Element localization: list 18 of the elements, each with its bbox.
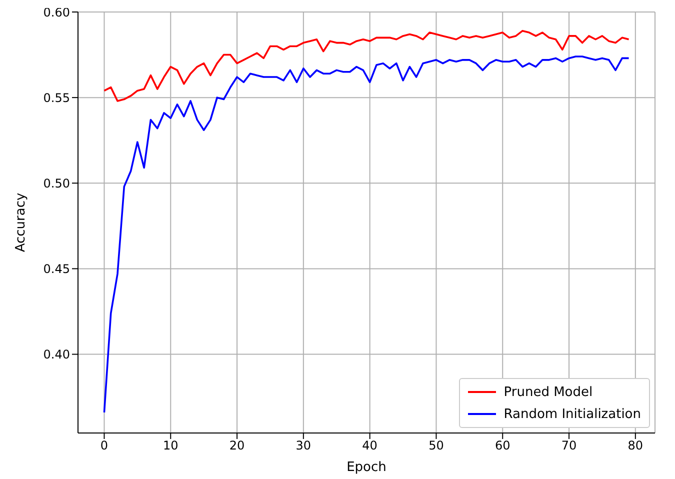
- x-tick-label: 70: [561, 438, 577, 453]
- y-tick-label: 0.40: [43, 348, 70, 362]
- x-axis-title: Epoch: [346, 460, 386, 475]
- y-axis-title: Accuracy: [14, 192, 29, 252]
- x-tick-label: 40: [362, 438, 378, 453]
- legend-label: Pruned Model: [504, 384, 593, 400]
- legend-label: Random Initialization: [504, 406, 641, 422]
- x-tick-label: 0: [100, 438, 108, 453]
- x-tick-label: 60: [494, 438, 510, 453]
- y-tick-label: 0.55: [43, 90, 70, 105]
- x-tick-label: 20: [229, 438, 245, 453]
- x-tick-label: 80: [628, 438, 644, 453]
- x-tick-label: 10: [162, 438, 178, 453]
- y-tick-label: 0.50: [43, 176, 70, 190]
- line-series: [103, 30, 630, 102]
- x-tick-label: 50: [428, 438, 444, 453]
- y-tick-label: 0.45: [43, 262, 70, 276]
- x-tick-label: 30: [296, 438, 312, 453]
